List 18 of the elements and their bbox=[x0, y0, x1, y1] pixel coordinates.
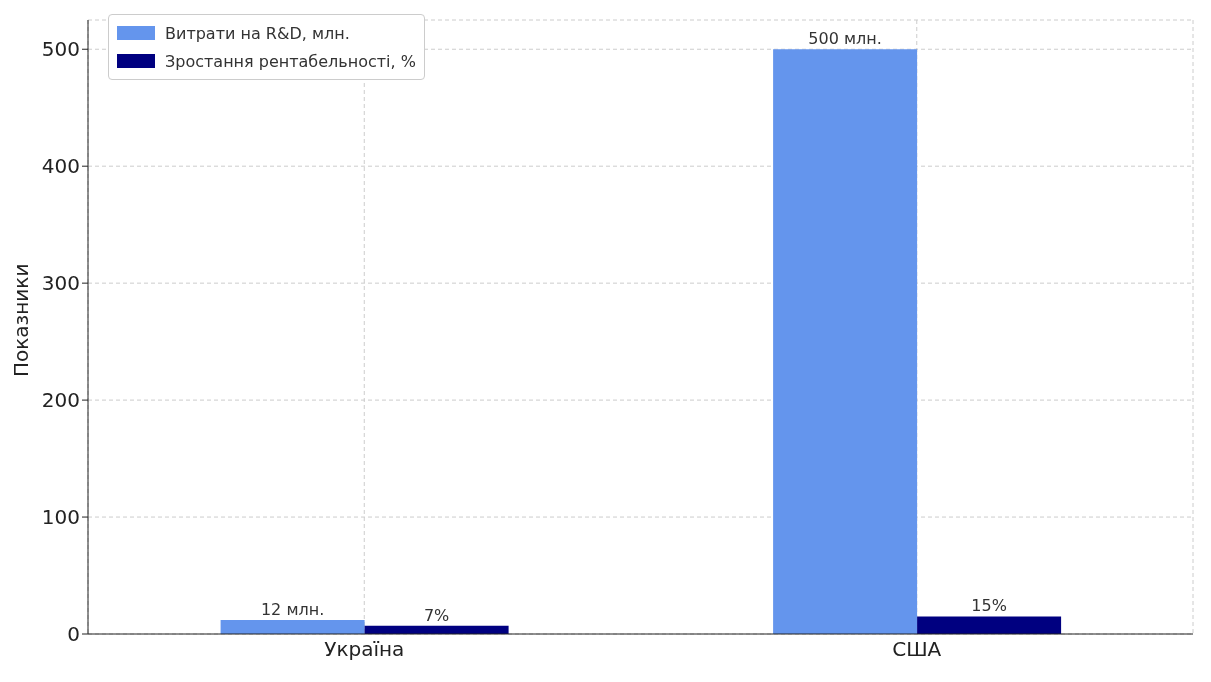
y-tick-label: 200 bbox=[41, 388, 80, 413]
legend-label: Витрати на R&D, млн. bbox=[165, 23, 350, 43]
bar bbox=[773, 49, 918, 634]
data-label: 15% bbox=[971, 596, 1007, 616]
y-tick-label: 300 bbox=[41, 271, 80, 296]
y-tick-label: 0 bbox=[67, 622, 80, 647]
x-tick-label: Україна bbox=[324, 637, 405, 662]
y-tick-label: 100 bbox=[41, 505, 80, 530]
bar bbox=[220, 619, 365, 634]
x-tick-label: США bbox=[892, 637, 942, 662]
y-tick-label: 400 bbox=[41, 154, 80, 179]
data-label: 12 млн. bbox=[260, 599, 325, 619]
y-axis-title: Показники bbox=[9, 263, 34, 377]
y-tick-label: 500 bbox=[41, 37, 80, 62]
data-label: 7% bbox=[423, 605, 450, 625]
legend-label: Зростання рентабельності, % bbox=[165, 51, 416, 71]
bar bbox=[917, 616, 1062, 634]
data-label: 500 млн. bbox=[808, 29, 882, 49]
